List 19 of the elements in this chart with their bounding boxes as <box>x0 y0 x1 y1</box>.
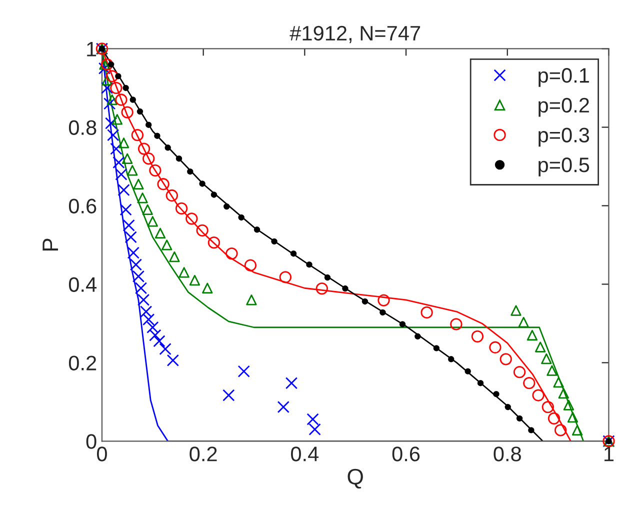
y-axis-title: P <box>42 238 58 251</box>
y-tick-label: 1 <box>87 42 96 56</box>
y-tick-label: 0.4 <box>68 277 96 292</box>
legend-label: p=0.1 <box>538 68 589 87</box>
y-tick-label: 0.8 <box>68 120 96 135</box>
y-tick-label: 0.2 <box>68 356 96 370</box>
x-tick-label: 0 <box>96 446 107 462</box>
y-tick-label: 0.6 <box>68 198 96 214</box>
x-tick-label: 0.2 <box>190 446 217 462</box>
legend-label: p=0.5 <box>538 158 590 176</box>
x-tick-label: 0.6 <box>392 446 420 462</box>
x-tick-label: 0.8 <box>494 446 521 462</box>
y-tick-label: 0 <box>86 434 96 449</box>
x-tick-label: 0.4 <box>291 446 319 462</box>
legend-label: p=0.2 <box>538 98 589 117</box>
x-axis-title: Q <box>348 468 363 489</box>
legend-label: p=0.3 <box>538 128 590 147</box>
x-tick-label: 1 <box>604 446 614 462</box>
chart-title: #1912, N=747 <box>290 26 420 44</box>
